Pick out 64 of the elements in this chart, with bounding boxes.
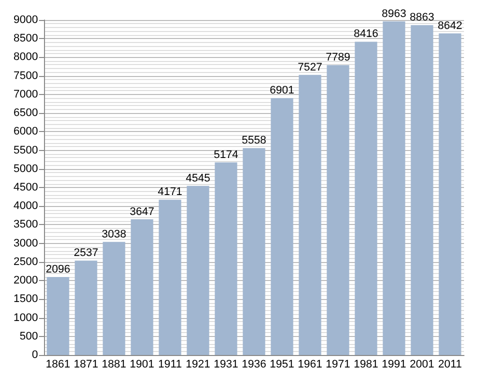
x-tick-label: 2001: [410, 358, 434, 370]
x-tick-label: 1936: [242, 358, 266, 370]
data-label: 7789: [326, 52, 350, 64]
y-tick-label: 7000: [14, 88, 38, 100]
bar: [130, 219, 154, 355]
bar: [270, 98, 294, 355]
data-label: 8963: [382, 8, 406, 20]
y-tick-label: 5000: [14, 162, 38, 175]
y-tick-label: 6500: [14, 107, 38, 120]
data-label: 3038: [102, 228, 126, 240]
x-tick-label: 1911: [158, 358, 182, 370]
y-tick-label: 8000: [14, 51, 38, 64]
x-tick-label: 1861: [46, 358, 70, 370]
data-label: 8642: [438, 20, 462, 32]
bar: [186, 186, 210, 355]
y-tick-label: 2000: [14, 274, 38, 287]
x-tick-label: 1951: [270, 358, 294, 370]
y-tick-label: 8500: [14, 32, 38, 45]
x-tick-label: 1901: [130, 358, 154, 370]
y-tick-label: 4500: [14, 182, 38, 194]
data-label: 5558: [242, 134, 266, 147]
y-tick-label: 7500: [14, 70, 38, 82]
data-label: 7527: [298, 61, 322, 74]
x-tick-label: 1881: [102, 358, 126, 370]
y-tick-label: 1000: [14, 312, 38, 324]
y-tick-label: 500: [20, 330, 38, 342]
x-tick-label: 1971: [326, 358, 350, 370]
bar: [74, 260, 98, 355]
bar: [438, 33, 462, 355]
x-tick-label: 1961: [298, 358, 322, 370]
y-tick-label: 9000: [14, 14, 38, 26]
y-tick-label: 5500: [14, 144, 38, 156]
x-tick-label: 1981: [354, 358, 378, 370]
bar: [410, 25, 434, 355]
x-tick-label: 2011: [438, 358, 462, 370]
bar: [298, 74, 322, 355]
data-label: 5174: [214, 148, 238, 161]
y-tick-label: 0: [32, 349, 38, 361]
y-tick-label: 4000: [14, 200, 38, 212]
data-label: 4171: [158, 186, 182, 198]
bar: [46, 276, 70, 355]
bar: [242, 148, 266, 355]
bar: [158, 200, 182, 355]
x-tick-label: 1931: [214, 358, 238, 370]
data-label: 8416: [354, 28, 378, 40]
x-tick-label: 1991: [382, 358, 406, 370]
data-label: 2537: [74, 247, 98, 260]
y-tick-label: 3000: [14, 237, 38, 250]
x-tick-label: 1871: [74, 358, 98, 370]
bar: [382, 21, 406, 355]
data-label: 6901: [270, 84, 294, 97]
bar: [102, 242, 126, 355]
y-tick-label: 1500: [14, 293, 38, 306]
data-label: 8863: [410, 12, 434, 24]
bar: [214, 162, 238, 355]
data-label: 4545: [186, 172, 210, 184]
data-label: 3647: [130, 206, 154, 218]
x-tick-label: 1921: [186, 358, 210, 370]
bar: [326, 65, 350, 355]
bar: [354, 42, 378, 355]
data-label: 2096: [46, 263, 70, 276]
y-tick-label: 3500: [14, 218, 38, 231]
y-tick-label: 6000: [14, 126, 38, 138]
y-tick-label: 2500: [14, 256, 38, 268]
